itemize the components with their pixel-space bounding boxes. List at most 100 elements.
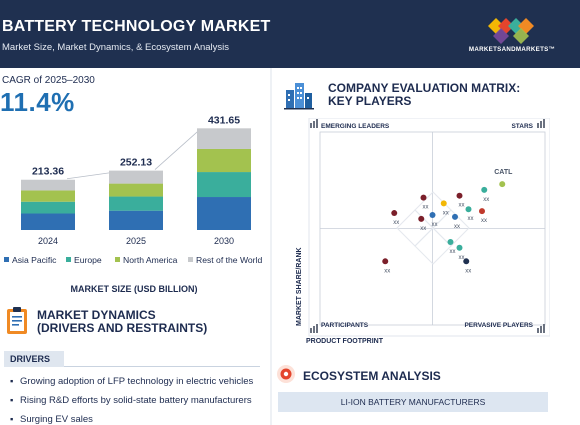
buildings-icon	[284, 83, 314, 110]
matrix-center-graphic	[396, 191, 470, 265]
bar-segment-europe	[109, 196, 163, 211]
company-matrix-title: COMPANY EVALUATION MATRIX: KEY PLAYERS	[328, 82, 520, 108]
bar-segment-rest-of-the-world	[21, 179, 75, 191]
bar-total-label: 431.65	[208, 114, 240, 126]
page-title: BATTERY TECHNOLOGY MARKET	[2, 18, 271, 35]
ecosystem-icon	[277, 365, 295, 383]
x-axis-label: PRODUCT FOOTPRINT	[306, 338, 384, 345]
market-dynamics-title: MARKET DYNAMICS (DRIVERS AND RESTRAINTS)	[37, 309, 207, 335]
driver-text: Surging EV sales	[20, 414, 93, 425]
company-point[interactable]	[456, 192, 463, 199]
bar-segment-asia-pacific	[197, 197, 251, 230]
company-matrix-title-line2: KEY PLAYERS	[328, 94, 412, 108]
y-axis-label: MARKET SHARE/RANK	[296, 247, 303, 326]
column-divider	[270, 68, 272, 425]
legend-swatch	[4, 257, 9, 262]
company-evaluation-matrix: EMERGING LEADERS STARS PARTICIPANTS PERV…	[296, 118, 550, 345]
bar-segment-north-america	[21, 190, 75, 202]
bar-segment-rest-of-the-world	[197, 128, 251, 149]
drivers-divider	[64, 366, 260, 367]
pervasive-players-icon	[537, 324, 545, 333]
market-size-chart: 213.36 2024 252.13 2025 431.65 2030 Asia Pacif…	[4, 114, 262, 265]
bar-total-label: 213.36	[32, 166, 64, 178]
company-point[interactable]	[429, 211, 436, 218]
legend-label: Europe	[74, 255, 102, 265]
bar-segment-europe	[197, 172, 251, 198]
company-point[interactable]	[420, 194, 427, 201]
bar-total-label: 252.13	[120, 157, 152, 169]
bar-segment-europe	[21, 201, 75, 214]
company-point[interactable]	[447, 239, 454, 246]
company-point[interactable]	[440, 200, 447, 207]
company-point-label: xx	[465, 268, 471, 274]
x-tick-label: 2024	[38, 236, 58, 246]
bar-segment-north-america	[197, 148, 251, 173]
x-tick-label: 2025	[126, 236, 146, 246]
company-point[interactable]	[456, 244, 463, 251]
company-point-label: CATL	[494, 169, 513, 176]
company-point-label: xx	[432, 222, 438, 228]
company-point-label: xx	[450, 249, 456, 255]
market-dynamics-title-line2: (DRIVERS AND RESTRAINTS)	[37, 321, 208, 335]
company-point-label: xx	[481, 218, 487, 224]
legend-swatch	[115, 257, 120, 262]
quadrant-participants: PARTICIPANTS	[321, 322, 369, 329]
bar-segment-asia-pacific	[21, 213, 75, 230]
company-point-label: xx	[423, 205, 429, 211]
header-banner: BATTERY TECHNOLOGY MARKET Market Size, M…	[0, 0, 580, 68]
list-item: ▪ Surging EV sales	[10, 414, 93, 425]
company-point-label: xx	[443, 210, 449, 216]
company-point-label: xx	[393, 220, 399, 226]
clipboard-icon	[7, 307, 27, 334]
legend-swatch	[66, 257, 71, 262]
ecosystem-bar[interactable]: LI-ION BATTERY MANUFACTURERS	[278, 392, 548, 412]
marketsandmarkets-logo	[488, 18, 534, 44]
participants-icon	[310, 324, 318, 333]
legend-label: Asia Pacific	[12, 255, 57, 265]
emerging-leaders-icon	[310, 119, 318, 128]
ecosystem-bar-label: LI-ION BATTERY MANUFACTURERS	[340, 397, 486, 407]
list-item: ▪ Growing adoption of LFP technology in e…	[10, 376, 254, 387]
logo-text: MARKETSANDMARKETS™	[468, 46, 556, 53]
company-point-label: xx	[459, 203, 465, 209]
chart-caption: MARKET SIZE (USD BILLION)	[70, 284, 198, 294]
list-item: ▪ Rising R&D efforts by solid-state batte…	[10, 395, 252, 406]
company-point[interactable]	[463, 258, 470, 265]
company-point[interactable]	[391, 210, 398, 217]
quadrant-stars: STARS	[511, 123, 533, 130]
company-point-label: xx	[483, 197, 489, 203]
x-tick-label: 2030	[214, 236, 234, 246]
cagr-label: CAGR of 2025–2030	[2, 75, 95, 86]
market-dynamics-title-line1: MARKET DYNAMICS	[37, 308, 156, 322]
page-subtitle: Market Size, Market Dynamics, & Ecosyste…	[2, 42, 230, 53]
company-point[interactable]	[499, 181, 506, 188]
driver-text: Growing adoption of LFP technology in el…	[20, 376, 254, 387]
quadrant-pervasive-players: PERVASIVE PLAYERS	[464, 322, 533, 329]
company-point[interactable]	[479, 208, 485, 215]
growth-connector-line	[66, 172, 112, 180]
bar-segment-rest-of-the-world	[109, 170, 163, 184]
drivers-list: ▪ Growing adoption of LFP technology in e…	[10, 376, 253, 425]
legend-label: Rest of the World	[196, 255, 262, 265]
company-point-label: xx	[468, 216, 474, 222]
drivers-tab[interactable]: DRIVERS	[4, 351, 64, 367]
company-point[interactable]	[465, 206, 472, 213]
company-point-label: xx	[454, 224, 460, 230]
company-point[interactable]	[452, 213, 458, 220]
company-point-label: xx	[384, 268, 390, 274]
company-point[interactable]	[418, 215, 425, 222]
driver-text: Rising R&D efforts by solid-state batter…	[20, 395, 252, 406]
stars-icon	[537, 119, 545, 128]
company-point[interactable]	[382, 258, 389, 265]
bar-segment-asia-pacific	[109, 210, 163, 230]
quadrant-emerging-leaders: EMERGING LEADERS	[321, 123, 390, 130]
drivers-label: DRIVERS	[10, 354, 51, 364]
company-point[interactable]	[481, 186, 488, 193]
legend-swatch	[188, 257, 193, 262]
cagr-value: 11.4%	[0, 87, 75, 117]
growth-connector-line	[154, 130, 200, 170]
company-point-label: xx	[420, 226, 426, 232]
company-matrix-title-line1: COMPANY EVALUATION MATRIX:	[328, 81, 521, 95]
ecosystem-title: ECOSYSTEM ANALYSIS	[303, 369, 441, 383]
